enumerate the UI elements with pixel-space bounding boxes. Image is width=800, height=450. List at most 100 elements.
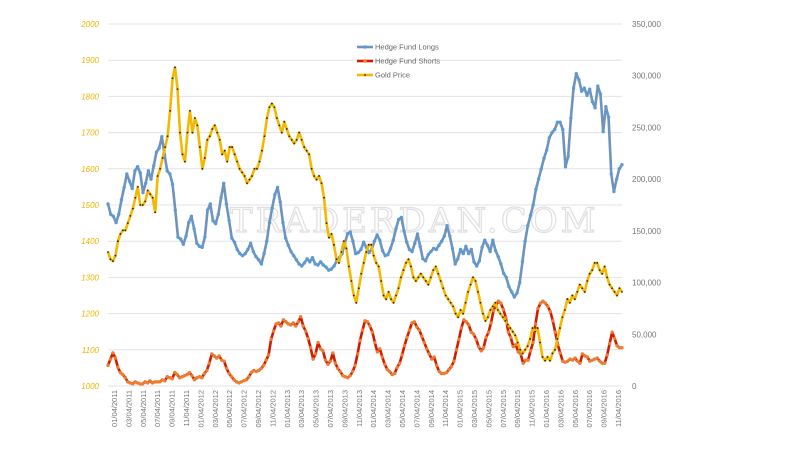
data-point bbox=[509, 335, 513, 340]
data-point bbox=[123, 376, 127, 380]
data-point bbox=[313, 262, 317, 266]
data-point bbox=[121, 229, 124, 232]
data-point bbox=[618, 287, 621, 290]
data-point bbox=[501, 316, 504, 319]
data-point bbox=[318, 175, 320, 177]
data-point bbox=[164, 146, 167, 148]
data-point bbox=[601, 272, 604, 275]
data-point bbox=[116, 365, 120, 370]
data-point bbox=[313, 175, 315, 177]
data-point bbox=[383, 253, 387, 258]
x-tick-label: 01/04/2013 bbox=[283, 390, 292, 428]
data-point bbox=[197, 244, 202, 249]
data-point bbox=[415, 280, 417, 282]
data-point bbox=[598, 269, 601, 272]
data-point bbox=[526, 345, 529, 348]
data-point bbox=[450, 246, 455, 251]
data-point bbox=[184, 160, 186, 163]
data-point bbox=[332, 264, 336, 268]
data-point bbox=[412, 320, 417, 324]
data-point bbox=[331, 351, 335, 355]
data-point bbox=[516, 350, 520, 354]
data-point bbox=[528, 213, 533, 218]
data-point bbox=[476, 344, 481, 349]
data-point bbox=[279, 324, 283, 328]
data-point bbox=[467, 290, 469, 293]
data-point bbox=[501, 307, 506, 312]
data-point bbox=[325, 222, 328, 225]
data-point bbox=[488, 249, 492, 254]
data-point bbox=[593, 106, 597, 110]
data-point bbox=[479, 301, 482, 304]
data-point bbox=[125, 172, 129, 176]
data-point bbox=[598, 359, 602, 363]
data-point bbox=[170, 377, 174, 381]
right-tick-label: 100,000 bbox=[632, 279, 661, 288]
data-point bbox=[243, 175, 246, 177]
data-point bbox=[229, 374, 234, 379]
x-tick-label: 05/04/2013 bbox=[312, 390, 321, 428]
data-point bbox=[316, 263, 320, 267]
data-point bbox=[536, 177, 541, 181]
data-point bbox=[360, 272, 363, 275]
data-point bbox=[437, 369, 441, 374]
legend-marker bbox=[364, 74, 366, 76]
data-point bbox=[439, 239, 444, 243]
data-point bbox=[534, 330, 536, 333]
data-point bbox=[432, 355, 436, 359]
data-point bbox=[190, 373, 194, 378]
legend-item: Hedge Fund Longs bbox=[357, 43, 439, 52]
x-tick-label: 11/04/2011 bbox=[182, 390, 191, 426]
data-point bbox=[298, 131, 301, 134]
data-point bbox=[270, 102, 273, 105]
data-point bbox=[382, 294, 385, 297]
data-point bbox=[437, 272, 440, 275]
data-point bbox=[373, 340, 377, 345]
data-point bbox=[192, 378, 197, 382]
data-point bbox=[251, 249, 256, 254]
data-point bbox=[318, 347, 323, 351]
data-point bbox=[232, 240, 237, 244]
data-point bbox=[350, 369, 355, 374]
data-point bbox=[378, 347, 382, 351]
data-point bbox=[447, 298, 450, 301]
data-point bbox=[506, 323, 509, 326]
data-point bbox=[417, 276, 420, 279]
data-point bbox=[439, 280, 442, 282]
data-point bbox=[283, 236, 288, 240]
data-point bbox=[138, 171, 142, 175]
data-point bbox=[291, 253, 296, 258]
data-point bbox=[149, 177, 153, 181]
data-point bbox=[301, 324, 305, 328]
data-point bbox=[133, 169, 137, 173]
data-point bbox=[554, 348, 556, 351]
data-point bbox=[194, 117, 196, 120]
data-point bbox=[501, 271, 506, 275]
data-point bbox=[326, 268, 331, 272]
data-point bbox=[323, 358, 328, 362]
data-point bbox=[267, 220, 272, 225]
data-point bbox=[553, 330, 557, 334]
data-point bbox=[509, 327, 512, 329]
x-tick-label: 05/04/2016 bbox=[571, 390, 580, 428]
data-point bbox=[603, 361, 607, 365]
data-point bbox=[395, 365, 399, 370]
data-point bbox=[300, 264, 304, 268]
x-tick-label: 01/04/2011 bbox=[110, 390, 119, 427]
legend: Hedge Fund Longs Hedge Fund Shorts Gold Pr… bbox=[357, 43, 440, 80]
data-point bbox=[372, 239, 377, 243]
data-point bbox=[187, 220, 191, 225]
data-point bbox=[189, 109, 191, 112]
data-point bbox=[585, 93, 589, 98]
right-tick-label: 150,000 bbox=[632, 227, 661, 236]
data-point bbox=[516, 341, 519, 344]
data-point bbox=[355, 301, 358, 304]
data-point bbox=[514, 342, 518, 347]
data-point bbox=[515, 291, 519, 295]
data-point bbox=[338, 369, 342, 374]
data-point bbox=[293, 142, 296, 145]
data-point bbox=[210, 352, 214, 356]
data-point bbox=[491, 238, 495, 242]
data-point bbox=[284, 320, 288, 324]
data-point bbox=[232, 378, 236, 382]
